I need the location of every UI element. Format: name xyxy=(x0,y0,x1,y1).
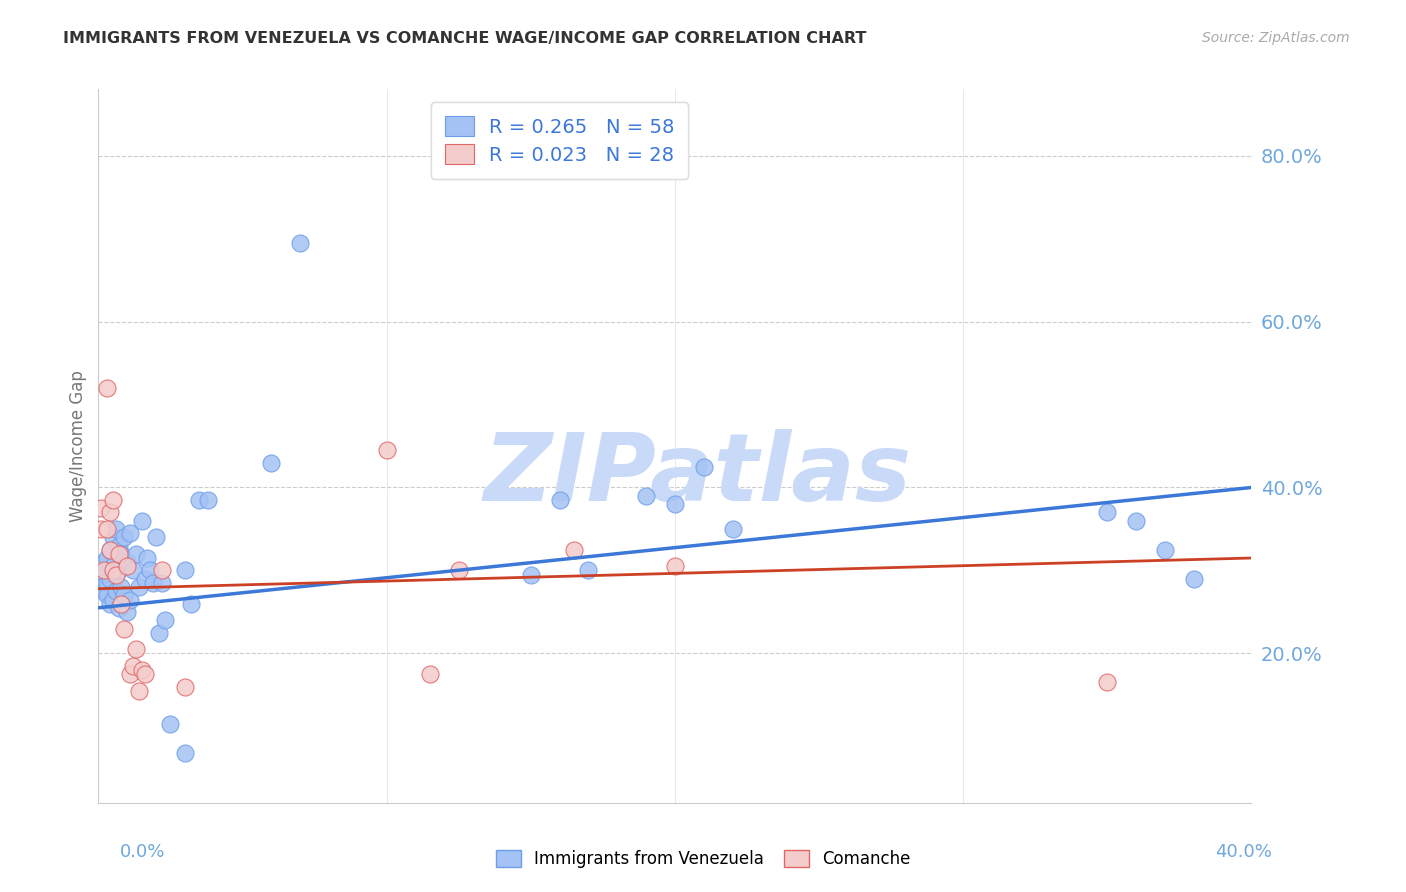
Point xyxy=(90,580,112,594)
Point xyxy=(90,567,112,582)
Point xyxy=(107,564,129,578)
Point xyxy=(101,492,124,507)
Point xyxy=(104,584,127,599)
Point xyxy=(125,547,148,561)
Point xyxy=(110,597,132,611)
Point xyxy=(98,505,121,519)
Point xyxy=(112,588,135,602)
Point xyxy=(721,522,744,536)
Point xyxy=(197,492,219,507)
Point xyxy=(419,667,441,681)
Point xyxy=(98,572,121,586)
Text: ZIPatlas: ZIPatlas xyxy=(484,428,912,521)
Point xyxy=(578,564,600,578)
Point xyxy=(110,580,132,594)
Point xyxy=(120,592,142,607)
Point xyxy=(260,456,283,470)
Point xyxy=(96,575,118,590)
Point xyxy=(136,551,159,566)
Point xyxy=(188,492,211,507)
Point xyxy=(562,542,585,557)
Point xyxy=(96,551,118,566)
Point xyxy=(150,564,173,578)
Point xyxy=(101,564,124,578)
Y-axis label: Wage/Income Gap: Wage/Income Gap xyxy=(69,370,87,522)
Point xyxy=(148,625,170,640)
Text: 40.0%: 40.0% xyxy=(1216,843,1272,861)
Point xyxy=(139,564,162,578)
Point xyxy=(142,575,165,590)
Point xyxy=(122,659,145,673)
Point xyxy=(131,514,153,528)
Point xyxy=(93,555,115,569)
Point xyxy=(128,683,150,698)
Point xyxy=(1154,542,1177,557)
Point xyxy=(107,539,129,553)
Point xyxy=(90,522,112,536)
Point xyxy=(375,443,398,458)
Point xyxy=(93,584,115,599)
Point xyxy=(98,597,121,611)
Point xyxy=(101,559,124,574)
Point xyxy=(1125,514,1147,528)
Point xyxy=(153,613,176,627)
Point xyxy=(134,667,156,681)
Point xyxy=(174,564,197,578)
Point xyxy=(98,542,121,557)
Point xyxy=(290,235,312,250)
Point xyxy=(664,497,686,511)
Point xyxy=(96,522,118,536)
Point xyxy=(174,680,197,694)
Point xyxy=(104,522,127,536)
Point xyxy=(128,580,150,594)
Point xyxy=(180,597,202,611)
Point xyxy=(120,667,142,681)
Text: 0.0%: 0.0% xyxy=(120,843,165,861)
Point xyxy=(134,572,156,586)
Point xyxy=(110,547,132,561)
Point xyxy=(174,746,197,760)
Point xyxy=(520,567,543,582)
Point xyxy=(107,600,129,615)
Point xyxy=(112,530,135,544)
Point xyxy=(159,717,181,731)
Point xyxy=(664,559,686,574)
Point xyxy=(125,642,148,657)
Point xyxy=(145,530,167,544)
Point xyxy=(98,542,121,557)
Point xyxy=(104,567,127,582)
Point xyxy=(117,555,139,569)
Point xyxy=(150,575,173,590)
Point xyxy=(112,622,135,636)
Point xyxy=(93,564,115,578)
Point xyxy=(104,567,127,582)
Point xyxy=(131,663,153,677)
Point xyxy=(101,592,124,607)
Point xyxy=(117,605,139,619)
Point xyxy=(693,459,716,474)
Point xyxy=(96,381,118,395)
Point xyxy=(548,492,571,507)
Point xyxy=(636,489,658,503)
Point xyxy=(117,559,139,574)
Point xyxy=(96,588,118,602)
Legend: R = 0.265   N = 58, R = 0.023   N = 28: R = 0.265 N = 58, R = 0.023 N = 28 xyxy=(430,103,689,178)
Text: Source: ZipAtlas.com: Source: ZipAtlas.com xyxy=(1202,31,1350,45)
Point xyxy=(122,564,145,578)
Point xyxy=(101,530,124,544)
Legend: Immigrants from Venezuela, Comanche: Immigrants from Venezuela, Comanche xyxy=(489,843,917,875)
Point xyxy=(447,564,470,578)
Text: IMMIGRANTS FROM VENEZUELA VS COMANCHE WAGE/INCOME GAP CORRELATION CHART: IMMIGRANTS FROM VENEZUELA VS COMANCHE WA… xyxy=(63,31,866,46)
Point xyxy=(1097,505,1119,519)
Point xyxy=(90,501,112,516)
Point xyxy=(1097,675,1119,690)
Point xyxy=(1182,572,1205,586)
Point xyxy=(107,547,129,561)
Point xyxy=(120,526,142,541)
